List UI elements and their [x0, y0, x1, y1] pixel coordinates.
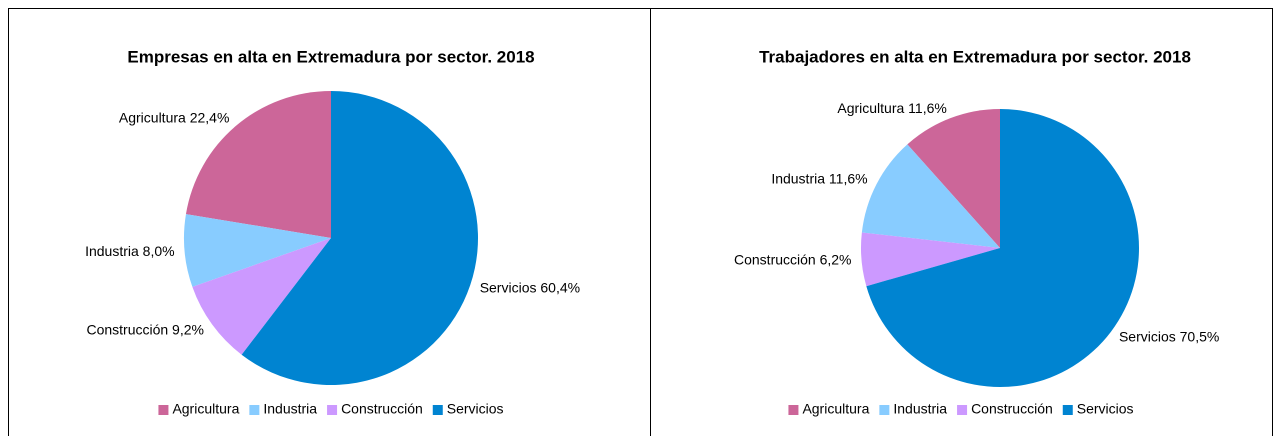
pie-slice [184, 214, 331, 287]
data-label: Industria 8,0% [85, 242, 175, 258]
data-label-category: Servicios [480, 279, 537, 295]
legend-label: Agricultura [172, 401, 239, 417]
data-label-value: 70,5% [1180, 328, 1220, 344]
legend-label: Industria [893, 401, 947, 417]
data-label-value: 11,6% [829, 170, 868, 186]
data-label-category: Agricultura [837, 100, 904, 116]
data-label-value: 6,2% [820, 251, 852, 267]
pie-slice [861, 144, 1000, 248]
legend-swatch [957, 405, 968, 415]
pie-slice [185, 91, 331, 238]
data-label-value: 9,2% [172, 321, 204, 337]
legend-label: Industria [263, 401, 317, 417]
legend-swatch [327, 405, 338, 415]
legend-label: Construcción [971, 401, 1053, 417]
legend-label: Servicios [1077, 401, 1134, 417]
pie-slice [241, 91, 479, 386]
data-label-value: 60,4% [540, 279, 580, 295]
data-label-value: 11,6% [908, 100, 947, 116]
legend-swatch [249, 405, 260, 415]
legend: Agricultura Industria Construcción Servicio… [158, 401, 504, 417]
data-label-value: 8,0% [143, 242, 175, 258]
legend-swatch [432, 405, 443, 415]
data-label: Servicios 70,5% [1119, 328, 1219, 344]
chart-title: Trabajadores en alta en Extremadura por … [759, 47, 1191, 66]
data-label: Construcción 9,2% [86, 321, 204, 337]
chart-title: Empresas en alta en Extremadura por sect… [127, 47, 534, 66]
data-label: Industria 11,6% [771, 170, 867, 186]
data-label: Agricultura 22,4% [119, 109, 230, 125]
pie-slice [866, 109, 1139, 387]
panel-border [650, 8, 1273, 436]
legend-swatch [879, 405, 890, 415]
data-label-category: Agricultura [119, 109, 186, 125]
data-label: Construcción 6,2% [734, 251, 852, 267]
data-label-category: Servicios [1119, 328, 1176, 344]
data-label-category: Construcción [86, 321, 168, 337]
data-label-category: Industria [771, 170, 825, 186]
legend-swatch [788, 405, 799, 415]
pie-slice [192, 238, 331, 355]
data-label: Servicios 60,4% [480, 279, 580, 295]
data-label-category: Construcción [734, 251, 816, 267]
panel-border [8, 8, 651, 436]
data-label-value: 22,4% [190, 109, 230, 125]
legend-swatch [158, 405, 169, 415]
legend-label: Servicios [447, 401, 504, 417]
data-label: Agricultura 11,6% [837, 100, 946, 116]
legend-label: Construcción [341, 401, 423, 417]
pie-slice [861, 232, 1000, 287]
legend: Agricultura Industria Construcción Servicio… [788, 401, 1134, 417]
data-label-category: Industria [85, 242, 139, 258]
pie-slice [907, 109, 1000, 248]
legend-swatch [1062, 405, 1073, 415]
legend-label: Agricultura [802, 401, 869, 417]
